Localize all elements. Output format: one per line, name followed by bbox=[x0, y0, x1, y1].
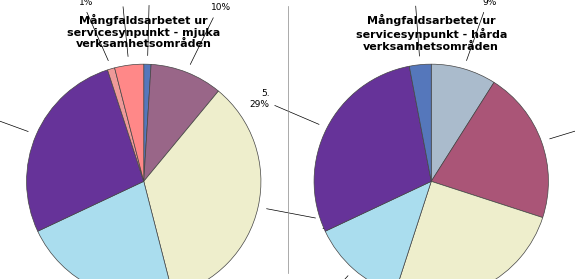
Text: 4.
13%: 4. 13% bbox=[291, 276, 348, 279]
Wedge shape bbox=[144, 64, 218, 181]
Text: Inte
svarat
4%: Inte svarat 4% bbox=[107, 0, 135, 57]
Text: 1.
1%: 1. 1% bbox=[142, 0, 156, 56]
Wedge shape bbox=[144, 91, 261, 279]
Text: Mångfaldsarbetet ur
servicesynpunkt - mjuka
verksamhetsområden: Mångfaldsarbetet ur servicesynpunkt - mj… bbox=[67, 14, 220, 49]
Wedge shape bbox=[26, 70, 144, 231]
Wedge shape bbox=[38, 181, 173, 279]
Wedge shape bbox=[431, 82, 549, 218]
Text: 5.
29%: 5. 29% bbox=[250, 89, 319, 124]
Wedge shape bbox=[144, 64, 151, 181]
Text: 1.
9%: 1. 9% bbox=[466, 0, 496, 61]
Text: 2.
21%: 2. 21% bbox=[550, 110, 575, 139]
Text: 2.
10%: 2. 10% bbox=[190, 0, 231, 64]
Wedge shape bbox=[409, 64, 431, 181]
Wedge shape bbox=[108, 68, 144, 181]
Text: Mångfaldsarbetet ur
servicesynpunkt - hårda
verksamhetsområden: Mångfaldsarbetet ur servicesynpunkt - hå… bbox=[355, 14, 507, 52]
Text: Inte
svarat
3%: Inte svarat 3% bbox=[400, 0, 428, 56]
Wedge shape bbox=[325, 181, 431, 279]
Text: 3.
35%: 3. 35% bbox=[267, 209, 341, 231]
Wedge shape bbox=[395, 181, 543, 279]
Text: 5.
27%: 5. 27% bbox=[0, 100, 28, 131]
Wedge shape bbox=[431, 64, 494, 181]
Text: Vet ej
1%: Vet ej 1% bbox=[67, 0, 108, 61]
Wedge shape bbox=[114, 64, 144, 181]
Wedge shape bbox=[314, 66, 431, 231]
